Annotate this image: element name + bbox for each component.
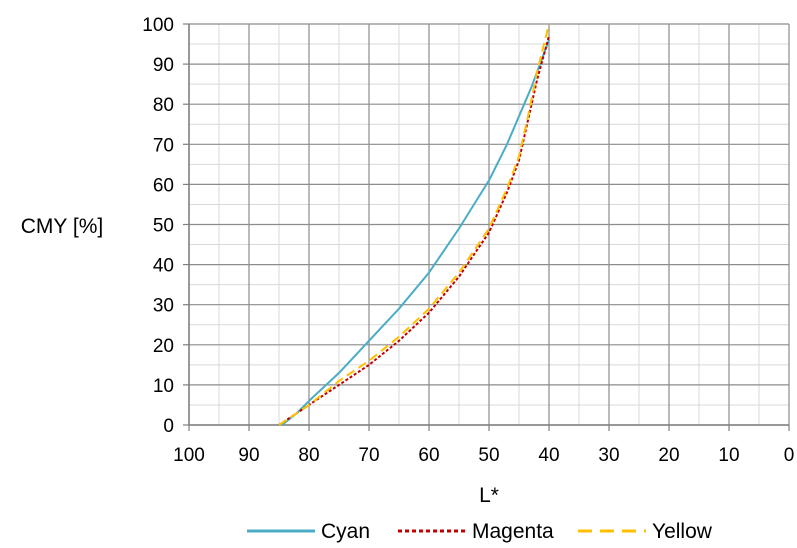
y-tick-label: 10 (153, 376, 174, 397)
y-tick-label: 100 (142, 15, 174, 36)
x-tick-label: 70 (358, 445, 379, 466)
x-tick-label: 10 (718, 445, 739, 466)
y-tick-label: 50 (153, 216, 174, 237)
x-tick-label: 0 (784, 445, 795, 466)
x-tick-label: 40 (538, 445, 559, 466)
x-tick-label: 50 (478, 445, 499, 466)
y-tick-label: 70 (153, 135, 174, 156)
legend-label-magenta: Magenta (472, 520, 554, 543)
major-grid (183, 23, 790, 431)
legend: Cyan Magenta Yellow (247, 520, 713, 543)
y-tick-label: 0 (163, 416, 174, 437)
x-tick-label: 60 (418, 445, 439, 466)
series-layer (278, 23, 550, 426)
y-axis-title: CMY [%] (21, 215, 103, 238)
legend-label-cyan: Cyan (321, 520, 370, 543)
y-tick-label: 80 (153, 95, 174, 116)
x-tick-label: 30 (598, 445, 619, 466)
y-tick-label: 60 (153, 175, 174, 196)
x-tick-label: 90 (238, 445, 259, 466)
y-tick-label: 90 (153, 55, 174, 76)
series-line-cyan (281, 39, 550, 426)
series-line-yellow (278, 23, 550, 426)
y-tick-label: 20 (153, 336, 174, 357)
x-tick-label: 100 (173, 445, 205, 466)
series-line-magenta (278, 35, 550, 426)
y-tick-labels: 0 10 20 30 40 50 60 70 80 90 100 (142, 15, 174, 437)
x-tick-label: 20 (658, 445, 679, 466)
y-tick-label: 40 (153, 256, 174, 277)
x-tick-label: 80 (298, 445, 319, 466)
legend-label-yellow: Yellow (652, 520, 713, 543)
x-axis-title: L* (479, 484, 499, 507)
x-tick-labels: 100 90 80 70 60 50 40 30 20 10 0 (173, 445, 794, 466)
y-tick-label: 30 (153, 296, 174, 317)
